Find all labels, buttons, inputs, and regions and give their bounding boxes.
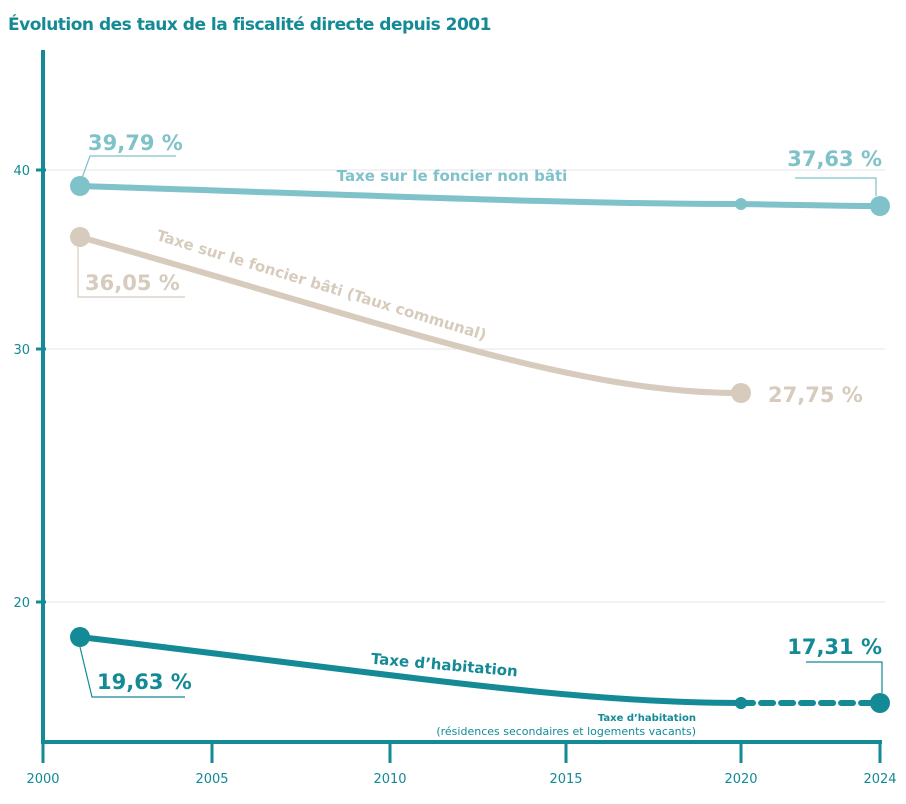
- chart-title: Évolution des taux de la fiscalité direc…: [8, 13, 491, 35]
- leader-line: [79, 646, 185, 698]
- leader-line: [77, 247, 185, 298]
- data-point: [70, 227, 90, 247]
- x-tick-label: 2020: [724, 772, 757, 787]
- x-tick-label: 2005: [195, 772, 228, 787]
- data-label: 17,31 %: [787, 635, 882, 659]
- x-tick-label: 2015: [549, 772, 582, 787]
- data-point: [731, 383, 751, 403]
- data-label: 36,05 %: [85, 271, 180, 295]
- x-tick-label: 2000: [26, 772, 59, 787]
- leader-line: [81, 155, 176, 179]
- data-point: [70, 176, 90, 196]
- data-point: [70, 627, 90, 647]
- series-line: [77, 634, 744, 706]
- y-tick-label: 40: [13, 164, 30, 179]
- y-tick-label: 30: [13, 343, 30, 358]
- series-subtitle: (résidences secondaires et logements vac…: [436, 725, 696, 738]
- series-name: Taxe d’habitation: [598, 713, 696, 724]
- data-point: [735, 198, 747, 210]
- data-point: [870, 693, 890, 713]
- x-tick-label: 2024: [863, 772, 896, 787]
- data-label: 39,79 %: [88, 131, 183, 155]
- series-line: [77, 234, 744, 396]
- data-label: 19,63 %: [97, 670, 192, 694]
- data-label: 27,75 %: [768, 383, 863, 407]
- y-tick-label: 20: [13, 596, 30, 611]
- leader-line: [806, 661, 883, 693]
- series-line: [77, 183, 883, 209]
- series-name: Taxe sur le foncier bâti (Taux communal): [154, 226, 488, 344]
- data-point: [870, 196, 890, 216]
- series-name: Taxe sur le foncier non bâti: [337, 167, 568, 185]
- data-point: [735, 697, 747, 709]
- leader-line: [795, 177, 877, 196]
- x-tick-label: 2010: [373, 772, 406, 787]
- data-label: 37,63 %: [787, 147, 882, 171]
